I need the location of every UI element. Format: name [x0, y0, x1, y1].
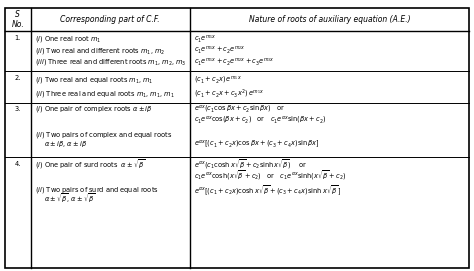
Text: $(ii)$ Three real and equal roots $m_1$, $m_1$, $m_1$: $(ii)$ Three real and equal roots $m_1$,…: [35, 89, 174, 99]
Text: $(i)$ One real root $m_1$: $(i)$ One real root $m_1$: [35, 34, 100, 44]
Text: $c_1 e^{m_1 x}$: $c_1 e^{m_1 x}$: [194, 34, 217, 45]
Text: $e^{\alpha x}[(c_1 + c_2 x)\cos \beta x + (c_3 + c_4 x)\sin \beta x]$: $e^{\alpha x}[(c_1 + c_2 x)\cos \beta x …: [194, 138, 320, 150]
Text: 1.: 1.: [15, 35, 21, 41]
Text: $c_1 e^{m_1 x} + c_2 e^{m_2 x}$: $c_1 e^{m_1 x} + c_2 e^{m_2 x}$: [194, 45, 246, 56]
Text: $(c_1 + c_2 x + c_3 x^2)\, e^{m_1 x}$: $(c_1 + c_2 x + c_3 x^2)\, e^{m_1 x}$: [194, 88, 264, 100]
Text: $\alpha \pm i\beta$, $\alpha \pm i\beta$: $\alpha \pm i\beta$, $\alpha \pm i\beta$: [44, 139, 87, 149]
Text: $(iii)$ Three real and different roots $m_1$, $m_2$, $m_3$: $(iii)$ Three real and different roots $…: [35, 57, 186, 67]
Text: $(i)$ One pair of surd roots  $\alpha \pm \sqrt{\beta}$: $(i)$ One pair of surd roots $\alpha \pm…: [35, 157, 145, 170]
Text: $(ii)$ Two pairs of surd and equal roots: $(ii)$ Two pairs of surd and equal roots: [35, 185, 158, 195]
Text: $e^{\alpha x}[(c_1 + c_2 x)\cosh x\sqrt{\beta} + (c_3 + c_4 x)\sinh\, x\sqrt{\be: $e^{\alpha x}[(c_1 + c_2 x)\cosh x\sqrt{…: [194, 183, 342, 196]
Text: $(i)$ Two real and equal roots $m_1$, $m_1$: $(i)$ Two real and equal roots $m_1$, $m…: [35, 75, 153, 85]
Text: 4.: 4.: [15, 161, 21, 167]
Text: $c_1 e^{\alpha x} \cos(\beta x + c_2)$   or   $c_1 e^{\alpha x} \sin(\beta x + c: $c_1 e^{\alpha x} \cos(\beta x + c_2)$ o…: [194, 115, 327, 126]
Text: S
No.: S No.: [11, 10, 24, 29]
Text: $c_1 e^{\alpha x} \cosh(x\sqrt{\beta} + c_2)$   or   $c_1 e^{\alpha x} \sinh(x\s: $c_1 e^{\alpha x} \cosh(x\sqrt{\beta} + …: [194, 169, 346, 182]
Text: $e^{\alpha x}(c_1 \cosh x\sqrt{\beta} + c_2 \sinh x\sqrt{\beta})$    or: $e^{\alpha x}(c_1 \cosh x\sqrt{\beta} + …: [194, 157, 308, 170]
Text: 3.: 3.: [15, 106, 21, 112]
Text: Corresponding part of C.F.: Corresponding part of C.F.: [60, 15, 160, 24]
Text: $(ii)$ Two pairs of complex and equal roots: $(ii)$ Two pairs of complex and equal ro…: [35, 130, 172, 140]
Text: $\alpha \pm \sqrt{\beta}$, $\alpha \pm \sqrt{\beta}$: $\alpha \pm \sqrt{\beta}$, $\alpha \pm \…: [44, 192, 95, 205]
Text: $(c_1 + c_2 x)\, e^{m_1 x}$: $(c_1 + c_2 x)\, e^{m_1 x}$: [194, 75, 242, 86]
Text: 2.: 2.: [15, 75, 21, 81]
Text: $c_1 e^{m_1 x} + c_2 e^{m_2 x} + c_3 e^{m_3 x}$: $c_1 e^{m_1 x} + c_2 e^{m_2 x} + c_3 e^{…: [194, 57, 275, 68]
Text: $(ii)$ Two real and different roots $m_1$, $m_2$: $(ii)$ Two real and different roots $m_1…: [35, 46, 165, 56]
Text: $e^{\alpha x}(c_1 \cos \beta x + c_2 \sin \beta x)$   or: $e^{\alpha x}(c_1 \cos \beta x + c_2 \si…: [194, 104, 286, 115]
Text: Nature of roots of auxiliary equation (A.E.): Nature of roots of auxiliary equation (A…: [249, 15, 410, 24]
Text: $(i)$ One pair of complex roots $\alpha \pm i\beta$: $(i)$ One pair of complex roots $\alpha …: [35, 104, 153, 114]
